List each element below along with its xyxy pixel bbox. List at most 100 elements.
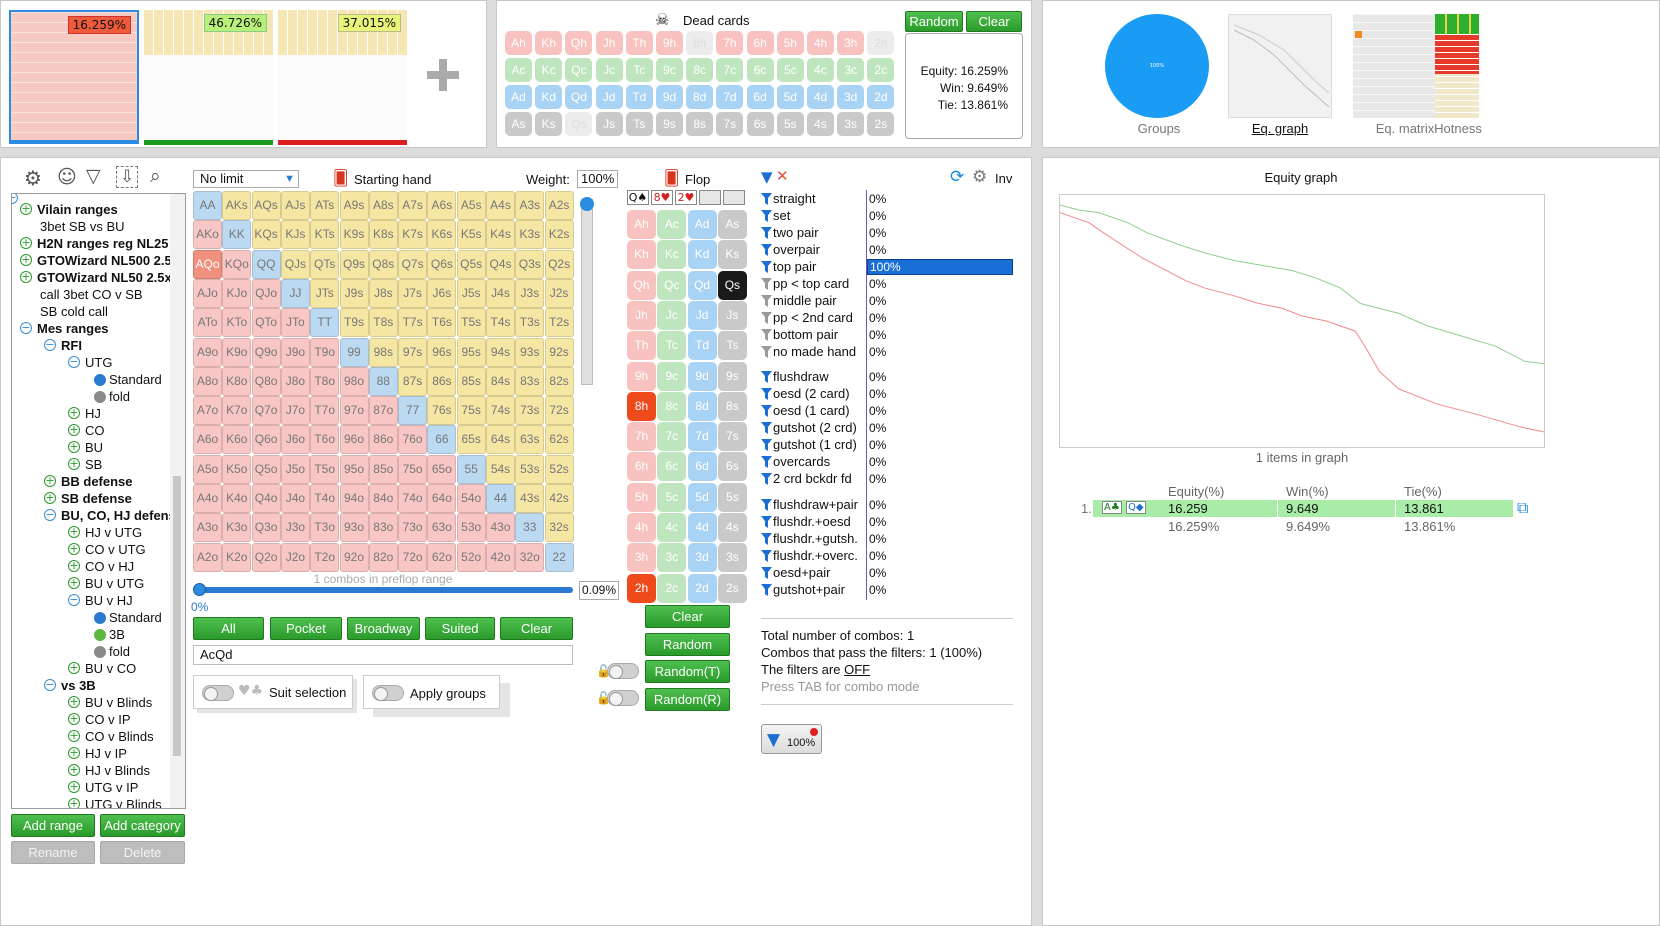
flop-card-Kh[interactable]: Kh: [627, 240, 656, 270]
tree-item[interactable]: Vilain ranges: [37, 202, 118, 217]
filter-label[interactable]: top pair: [773, 259, 817, 274]
dead-card-4s[interactable]: 4s: [807, 112, 834, 136]
flop-card-7d[interactable]: 7d: [687, 422, 717, 452]
apply-groups-toggle[interactable]: [372, 685, 404, 701]
flop-card-7s[interactable]: 7s: [717, 422, 747, 452]
hand-cell-96o[interactable]: 96o: [339, 425, 369, 455]
hand-cell-Q2o[interactable]: Q2o: [251, 542, 281, 572]
hand-cell-95s[interactable]: 95s: [456, 337, 486, 367]
hand-cell-AQs[interactable]: AQs: [251, 191, 281, 220]
hand-cell-T4s[interactable]: T4s: [486, 308, 515, 338]
hand-cell-K3o[interactable]: K3o: [222, 513, 252, 543]
flop-card-2s[interactable]: 2s: [717, 573, 747, 603]
dead-card-8h[interactable]: 8h: [686, 31, 714, 55]
flop-card-3s[interactable]: 3s: [717, 543, 747, 573]
hand-cell-Q9o[interactable]: Q9o: [251, 337, 281, 367]
flop-card-4c[interactable]: 4c: [657, 513, 687, 542]
filter-funnel-icon[interactable]: [761, 261, 772, 273]
hand-cell-K8o[interactable]: K8o: [222, 366, 252, 396]
hand-cell-65s[interactable]: 65s: [456, 425, 486, 455]
flop-card-5d[interactable]: 5d: [687, 482, 717, 512]
range-slider[interactable]: [193, 583, 573, 596]
dead-card-9h[interactable]: 9h: [656, 31, 683, 55]
flop-card-7c[interactable]: 7c: [657, 422, 687, 452]
random-r-toggle[interactable]: [607, 690, 639, 706]
hand-cell-33[interactable]: 33: [515, 513, 545, 543]
hand-cell-Q5s[interactable]: Q5s: [456, 249, 486, 279]
filter-funnel-icon[interactable]: [761, 499, 772, 511]
tree-item[interactable]: HJ: [85, 406, 101, 421]
tree-item[interactable]: BU v HJ: [85, 593, 133, 608]
hand-cell-A6o[interactable]: A6o: [193, 425, 222, 455]
broadway-button[interactable]: Broadway: [347, 617, 420, 640]
board-slot-0[interactable]: Q♠: [627, 190, 649, 205]
hand-cell-K4s[interactable]: K4s: [486, 220, 515, 250]
hand-cell-Q6s[interactable]: Q6s: [427, 249, 457, 279]
expand-icon[interactable]: +: [68, 423, 80, 436]
hand-input[interactable]: AcQd: [193, 645, 573, 665]
hand-cell-84o[interactable]: 84o: [368, 484, 398, 513]
hand-cell-A2s[interactable]: A2s: [544, 191, 574, 220]
flop-card-8d[interactable]: 8d: [687, 391, 717, 421]
hand-cell-K7o[interactable]: K7o: [222, 396, 252, 426]
expand-icon[interactable]: +: [68, 525, 80, 538]
hand-cell-53s[interactable]: 53s: [515, 454, 545, 484]
weight-input[interactable]: 100%: [577, 170, 618, 188]
flop-card-Qs[interactable]: Qs: [717, 270, 747, 300]
filter-funnel-icon[interactable]: [761, 473, 772, 485]
hand-cell-97o[interactable]: 97o: [339, 396, 369, 426]
tree-item[interactable]: BU: [85, 440, 104, 455]
flop-card-4h[interactable]: 4h: [627, 513, 656, 542]
expand-icon[interactable]: +: [20, 253, 32, 266]
dead-card-Ah[interactable]: Ah: [505, 31, 532, 55]
dead-random-button[interactable]: Random: [905, 11, 963, 32]
filter-label[interactable]: flushdr.+gutsh.: [773, 531, 858, 546]
hand-cell-52o[interactable]: 52o: [456, 542, 486, 572]
tree-item[interactable]: BU, CO, HJ defense: [61, 508, 184, 523]
suit-selection-box[interactable]: ♥♣ Suit selection: [193, 675, 353, 709]
hand-cell-84s[interactable]: 84s: [486, 366, 515, 396]
dead-card-Ac[interactable]: Ac: [505, 58, 532, 82]
hand-cell-J2s[interactable]: J2s: [544, 278, 574, 308]
filter-label[interactable]: pp < 2nd card: [773, 310, 853, 325]
hand-cell-A7o[interactable]: A7o: [193, 396, 222, 426]
filter-label[interactable]: overcards: [773, 454, 831, 469]
dead-card-3s[interactable]: 3s: [837, 112, 865, 136]
tree-item[interactable]: RFI: [61, 338, 82, 353]
dead-card-Qs[interactable]: Qs: [565, 112, 593, 136]
hand-cell-42o[interactable]: 42o: [486, 542, 515, 572]
filter-funnel-icon[interactable]: [761, 371, 772, 383]
hand-cell-86o[interactable]: 86o: [368, 425, 398, 455]
hand-cell-97s[interactable]: 97s: [398, 337, 428, 367]
tree-item[interactable]: UTG v Blinds: [85, 797, 162, 809]
flop-card-6c[interactable]: 6c: [657, 452, 687, 482]
filter-funnel-icon[interactable]: [761, 193, 772, 205]
filter-funnel-icon[interactable]: [761, 567, 772, 579]
tree-item[interactable]: CO v HJ: [85, 559, 135, 574]
filter-label[interactable]: two pair: [773, 225, 819, 240]
hand-cell-JTs[interactable]: JTs: [310, 278, 340, 308]
flop-card-3d[interactable]: 3d: [687, 543, 717, 573]
hand-cell-T7o[interactable]: T7o: [310, 396, 340, 426]
hand-cell-K5o[interactable]: K5o: [222, 454, 252, 484]
hand-cell-QQ[interactable]: QQ: [251, 249, 281, 279]
dead-card-Qc[interactable]: Qc: [565, 58, 593, 82]
tree-item[interactable]: GTOWizard NL500 2.5x: [37, 253, 179, 268]
hand-cell-K6s[interactable]: K6s: [427, 220, 457, 250]
filter-funnel-icon[interactable]: [761, 584, 772, 596]
dead-card-Kc[interactable]: Kc: [535, 58, 563, 82]
clear-range-button[interactable]: Clear: [500, 617, 573, 640]
collapse-icon[interactable]: −: [44, 508, 56, 521]
hand-cell-T6o[interactable]: T6o: [310, 425, 340, 455]
hand-cell-T6s[interactable]: T6s: [427, 308, 457, 338]
apply-groups-box[interactable]: Apply groups: [363, 675, 500, 709]
tree-item[interactable]: SB defense: [61, 491, 132, 506]
hotness-label[interactable]: Hotness: [1434, 121, 1482, 136]
hand-cell-62s[interactable]: 62s: [544, 425, 574, 455]
hand-cell-76o[interactable]: 76o: [398, 425, 428, 455]
hand-cell-QJs[interactable]: QJs: [280, 249, 310, 279]
tree-item[interactable]: HJ v UTG: [85, 525, 143, 540]
expand-icon[interactable]: +: [20, 270, 32, 283]
hand-cell-T9o[interactable]: T9o: [310, 337, 340, 367]
flop-card-2h[interactable]: 2h: [627, 573, 656, 603]
